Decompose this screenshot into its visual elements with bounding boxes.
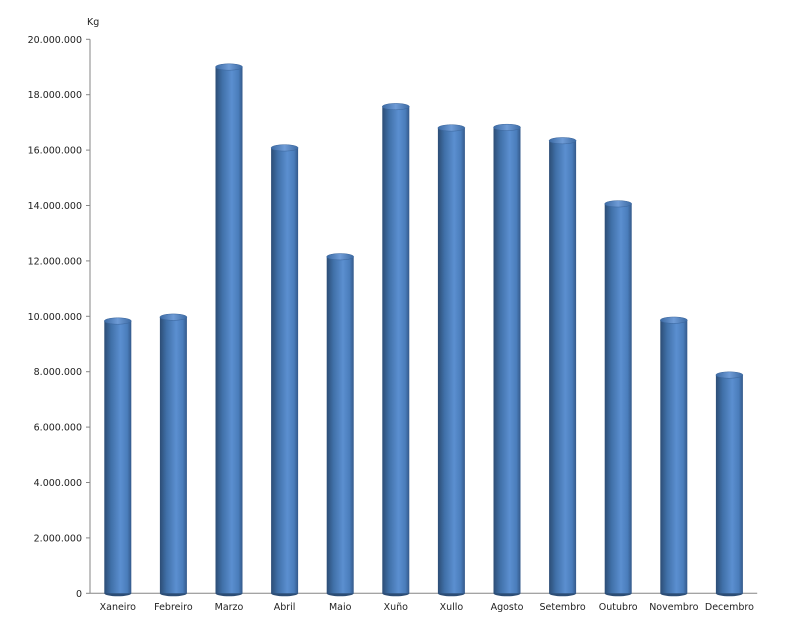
x-tick-label: Agosto (491, 602, 524, 613)
bar (271, 147, 299, 594)
bar-cap (437, 124, 466, 132)
x-tick-label: Marzo (215, 602, 244, 613)
y-tick-label: 16.000.000 (28, 146, 82, 157)
bar-cap (660, 316, 688, 324)
bar (715, 375, 743, 594)
y-tick-label: 8.000.000 (34, 367, 82, 378)
y-tick-label: 2.000.000 (34, 533, 82, 544)
x-tick-label: Novembro (649, 602, 698, 613)
x-tick-label: Xullo (440, 602, 464, 613)
x-tick-label: Setembro (539, 602, 585, 613)
bar-agosto (493, 123, 521, 597)
bar-decembro (715, 371, 744, 597)
y-tick-label: 10.000.000 (28, 312, 82, 323)
bar-cap (604, 200, 632, 208)
x-tick-label: Xaneiro (100, 602, 137, 613)
bar (104, 321, 132, 594)
bar-cap (215, 63, 243, 71)
bar (604, 203, 632, 594)
bar (215, 67, 243, 594)
bar-cap (159, 313, 188, 321)
y-tick-label: 20.000.000 (28, 35, 82, 46)
bar (660, 320, 688, 594)
bar-maio (326, 253, 354, 597)
y-tick-label: 14.000.000 (28, 201, 82, 212)
y-tick-label: 6.000.000 (34, 423, 82, 434)
bar (382, 106, 410, 594)
x-tick-label: Abril (274, 602, 296, 613)
bar-cap (104, 317, 132, 325)
bar-outubro (604, 200, 632, 597)
x-tick-label: Maio (329, 602, 352, 613)
bar-cap (493, 123, 521, 131)
y-tick-label: 4.000.000 (34, 478, 82, 489)
bar-novembro (660, 316, 688, 597)
y-axis-label: Kg (87, 17, 99, 28)
bar (549, 140, 577, 594)
x-tick-label: Outubro (599, 602, 638, 613)
bar (493, 127, 521, 594)
bar (437, 127, 465, 594)
x-tick-label: Xuño (384, 602, 409, 613)
bar-cap (382, 103, 410, 111)
bar-cap (548, 137, 577, 145)
bar-febreiro (159, 313, 188, 597)
bar-cap (270, 144, 299, 152)
bar-setembro (548, 137, 577, 597)
x-tick-label: Decembro (705, 602, 754, 613)
bar-cap (715, 371, 744, 379)
bar-xaneiro (104, 317, 132, 597)
bar-xuño (382, 103, 410, 597)
y-tick-label: 0 (76, 589, 82, 600)
y-tick-label: 18.000.000 (28, 90, 82, 101)
bar-abril (270, 144, 299, 597)
y-tick-label: 12.000.000 (28, 256, 82, 267)
bar-xullo (437, 124, 466, 597)
x-tick-label: Febreiro (154, 602, 193, 613)
bar-cap (326, 253, 354, 261)
bar (326, 256, 354, 594)
bar (159, 317, 187, 594)
bar-marzo (215, 63, 243, 597)
